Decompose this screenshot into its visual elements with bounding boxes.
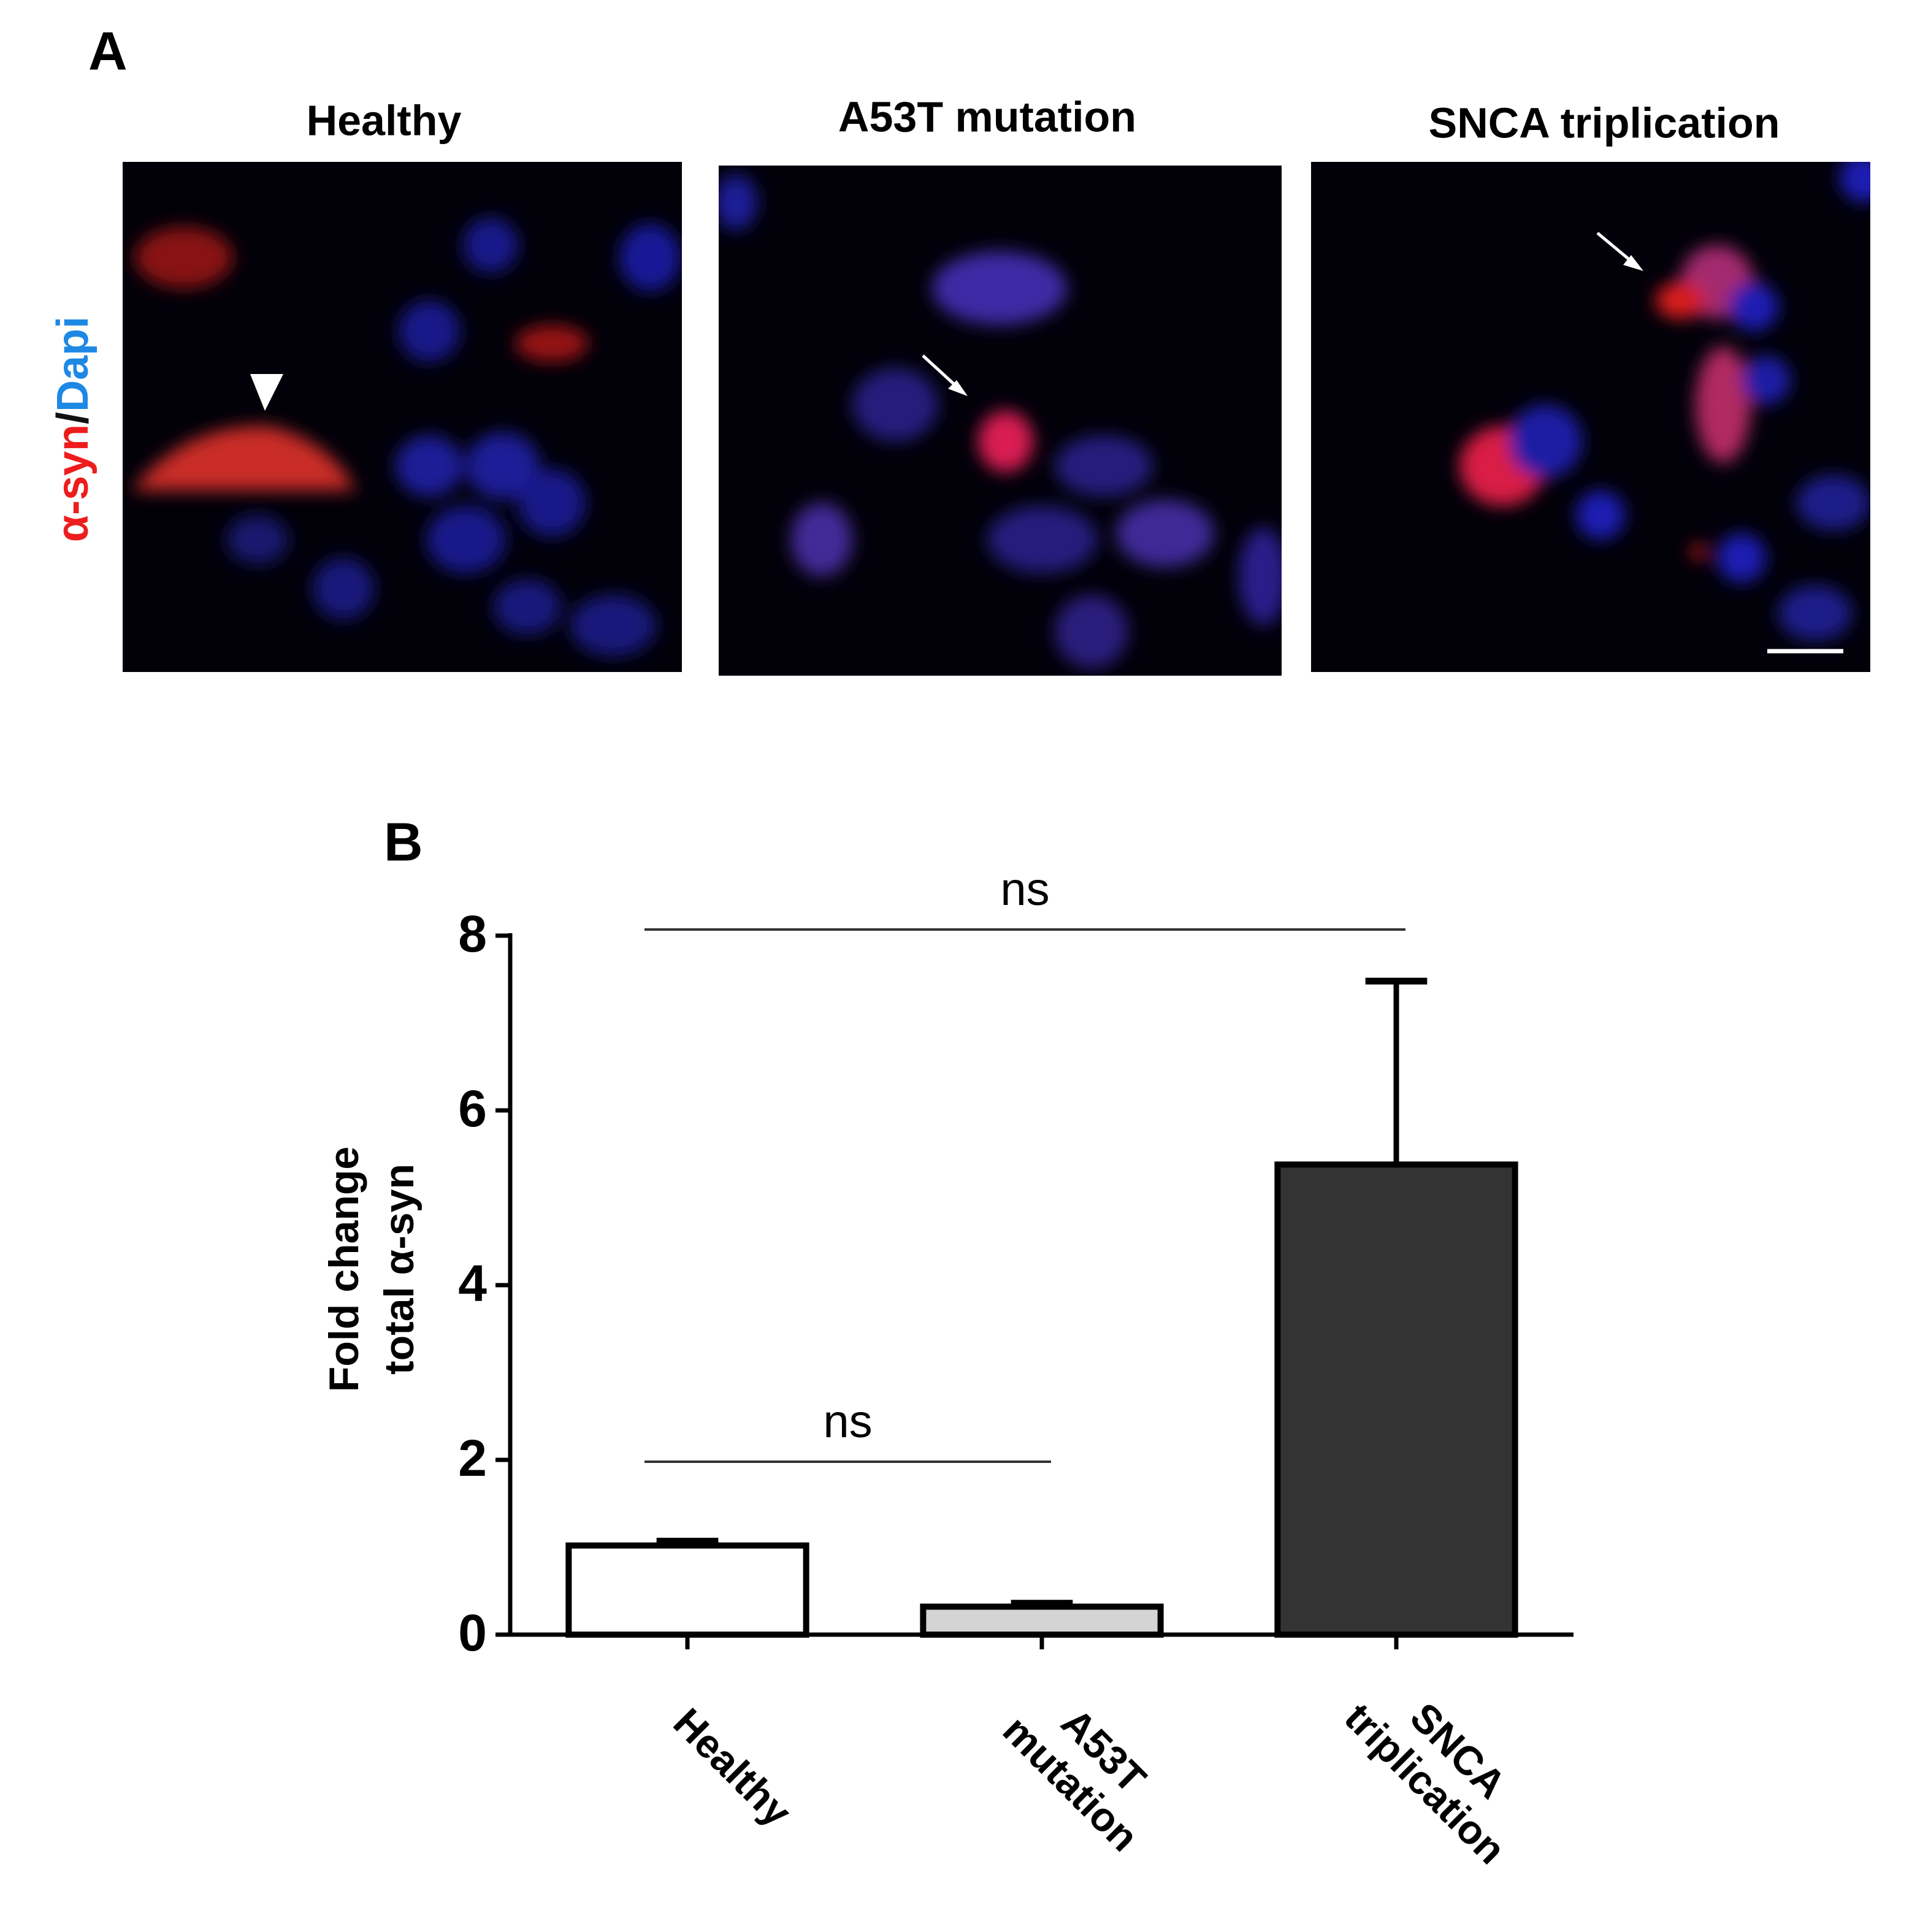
panel-title: Healthy: [307, 96, 462, 144]
panel-label: A: [88, 20, 128, 81]
x-tick-label: Healthy: [665, 1700, 800, 1835]
y-tick-label: 2: [458, 1429, 487, 1487]
significance-label: ns: [823, 1396, 872, 1448]
micrograph: [123, 162, 682, 672]
y-tick-label: 6: [458, 1080, 487, 1137]
stain-label: α-syn/Dapi: [48, 316, 98, 542]
stain-part: α-syn: [48, 424, 98, 542]
panel-title: SNCA triplication: [1429, 99, 1780, 147]
bar: [920, 1603, 1164, 1638]
y-tick-label: 4: [458, 1254, 487, 1312]
stain-part: /: [48, 412, 98, 424]
bar: [1274, 1161, 1518, 1638]
y-axis-label: total α-syn: [376, 1164, 423, 1375]
y-axis-label: Fold change: [321, 1147, 367, 1392]
micrograph: [719, 166, 1282, 676]
panel-title: A53T mutation: [838, 93, 1136, 140]
bar: [565, 1542, 809, 1638]
significance-label: ns: [1000, 863, 1049, 915]
x-tick-label: SNCAtriplication: [1336, 1662, 1548, 1873]
y-tick-label: 8: [458, 905, 487, 963]
stain-part: Dapi: [48, 316, 98, 412]
panel-label: B: [384, 811, 423, 872]
micrograph: [1311, 162, 1870, 672]
y-tick-label: 0: [458, 1604, 487, 1662]
x-tick-label: A53Tmutation: [994, 1674, 1180, 1860]
